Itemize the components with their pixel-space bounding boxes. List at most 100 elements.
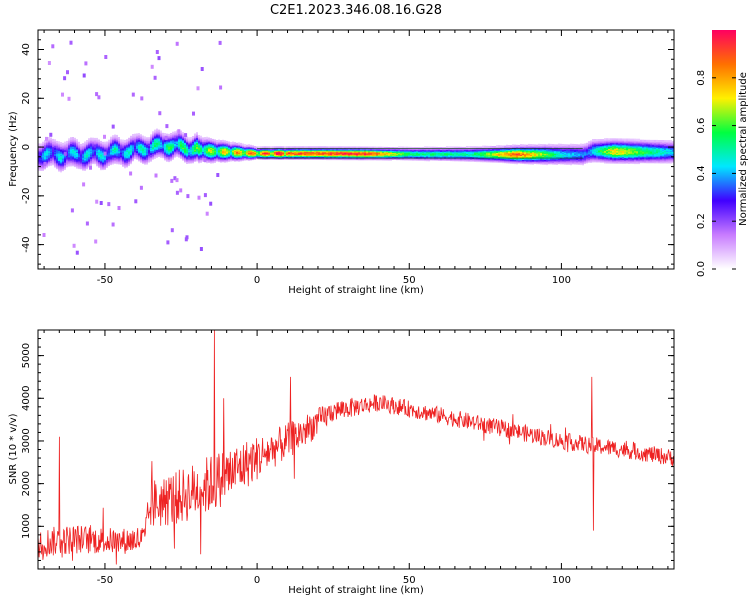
heat-cell xyxy=(64,141,66,144)
heat-cell xyxy=(214,139,216,142)
heat-cell xyxy=(328,146,330,149)
heat-cell xyxy=(170,133,172,135)
heat-cell xyxy=(124,139,126,142)
heat-cell xyxy=(550,143,552,146)
heat-cell xyxy=(456,146,458,149)
heat-cell xyxy=(484,145,486,148)
heat-cell xyxy=(226,140,228,143)
heat-cell xyxy=(454,146,456,149)
heat-cell xyxy=(76,139,78,142)
heat-cell xyxy=(478,146,480,149)
heat-cell xyxy=(464,146,466,149)
heat-cell xyxy=(166,133,168,136)
heat-cell xyxy=(272,146,274,149)
heat-cell xyxy=(532,144,534,147)
heat-cell xyxy=(152,131,154,134)
heat-cell xyxy=(118,137,120,139)
heat-cell xyxy=(448,146,450,149)
heat-cell xyxy=(138,133,140,136)
heat-cell xyxy=(292,146,294,149)
heat-cell xyxy=(508,145,510,147)
heat-cell xyxy=(524,144,526,147)
heat-cell xyxy=(372,146,374,149)
heat-cell xyxy=(276,146,278,149)
heat-cell xyxy=(506,144,508,147)
heat-cell xyxy=(488,145,490,148)
heat-cell xyxy=(526,144,528,147)
heat-cell xyxy=(434,146,436,149)
heat-cell xyxy=(202,137,204,140)
heat-cell xyxy=(84,141,86,144)
heat-cell xyxy=(308,146,310,149)
heat-cell xyxy=(274,146,276,149)
heat-cell xyxy=(540,144,542,146)
heat-cell xyxy=(482,145,484,148)
heat-cell xyxy=(270,146,272,149)
heat-cell xyxy=(500,145,502,148)
heat-cell xyxy=(234,142,236,145)
heat-cell xyxy=(266,146,268,149)
heat-cell xyxy=(50,137,52,140)
heat-cell xyxy=(220,140,222,143)
heat-cell xyxy=(160,130,162,133)
heat-cell xyxy=(426,146,428,149)
heat-cell xyxy=(86,140,88,142)
heat-cell xyxy=(306,146,308,149)
heat-cell xyxy=(192,136,194,138)
heat-cell xyxy=(246,144,248,147)
heat-cell xyxy=(106,141,108,144)
heat-cell xyxy=(282,146,284,149)
heat-cell xyxy=(474,146,476,149)
heat-cell xyxy=(400,146,402,149)
heat-cell xyxy=(120,139,122,142)
heat-cell xyxy=(504,145,506,148)
heat-cell xyxy=(480,146,482,149)
heat-cell xyxy=(140,134,142,137)
heat-cell xyxy=(320,146,322,149)
spectrogram-heatmap xyxy=(38,40,674,255)
heat-cell xyxy=(430,146,432,149)
heat-cell xyxy=(286,146,288,149)
heat-cell xyxy=(232,141,234,144)
heat-cell xyxy=(224,140,226,143)
heat-cell xyxy=(494,146,496,149)
heat-cell xyxy=(470,146,472,149)
heat-cell xyxy=(300,146,302,149)
heat-cell xyxy=(284,146,286,149)
heat-cell xyxy=(200,135,202,138)
heat-cell xyxy=(136,133,138,136)
heat-cell xyxy=(520,144,522,147)
heat-cell xyxy=(374,146,376,149)
heat-cell xyxy=(354,146,356,149)
heat-cell xyxy=(90,137,92,140)
heat-cell xyxy=(516,144,518,147)
heat-cell xyxy=(404,146,406,149)
heat-cell xyxy=(546,144,548,147)
heat-cell xyxy=(58,141,60,144)
heat-cell xyxy=(188,137,190,140)
heat-cell xyxy=(262,146,264,149)
heat-cell xyxy=(368,146,370,149)
heat-cell xyxy=(66,140,68,143)
heat-cell xyxy=(326,146,328,149)
heat-cell xyxy=(208,137,210,140)
heat-cell xyxy=(432,146,434,149)
heat-cell xyxy=(528,143,530,146)
heat-cell xyxy=(176,130,178,133)
heat-cell xyxy=(402,146,404,149)
heat-cell xyxy=(236,142,238,145)
heat-cell xyxy=(102,141,104,144)
heat-cell xyxy=(142,135,144,138)
heat-cell xyxy=(180,130,182,133)
heat-cell xyxy=(70,137,72,140)
heat-cell xyxy=(548,143,550,146)
heat-cell xyxy=(296,146,298,149)
heat-cell xyxy=(298,146,300,149)
heat-cell xyxy=(54,139,56,142)
heat-cell xyxy=(190,137,192,140)
heat-cell xyxy=(492,146,494,148)
heat-cell xyxy=(436,146,438,149)
heat-cell xyxy=(42,141,44,144)
heat-cell xyxy=(278,146,280,149)
